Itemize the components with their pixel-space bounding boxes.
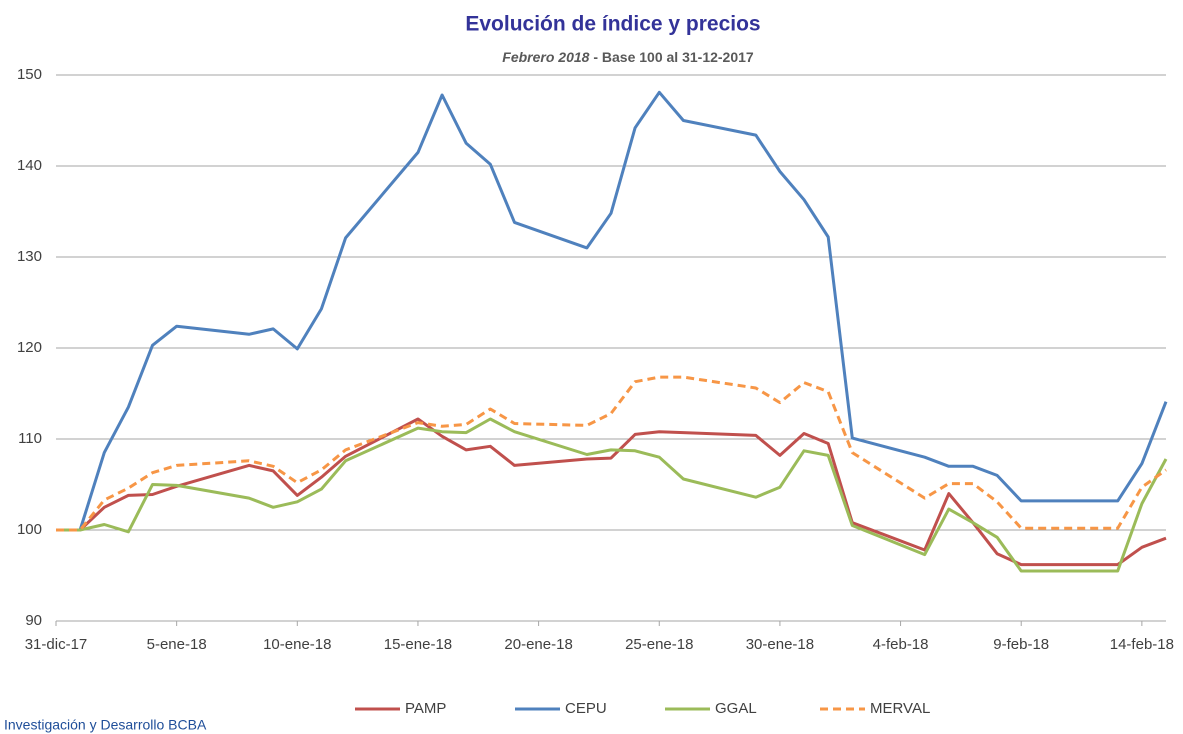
legend-label: PAMP bbox=[405, 700, 446, 717]
x-tick-label: 25-ene-18 bbox=[625, 636, 693, 653]
chart-subtitle: Febrero 2018 - Base 100 al 31-12-2017 bbox=[502, 49, 754, 65]
x-tick-label: 15-ene-18 bbox=[384, 636, 452, 653]
x-tick-label: 14-feb-18 bbox=[1110, 636, 1174, 653]
y-tick-label: 130 bbox=[17, 248, 42, 265]
x-tick-label: 4-feb-18 bbox=[873, 636, 929, 653]
series-line bbox=[56, 375, 1167, 532]
series-line bbox=[56, 417, 1168, 573]
x-tick-label: 9-feb-18 bbox=[993, 636, 1049, 653]
y-tick-label: 140 bbox=[17, 157, 42, 174]
x-tick-label: 10-ene-18 bbox=[263, 636, 331, 653]
legend-label: MERVAL bbox=[870, 700, 930, 717]
series-line bbox=[56, 90, 1168, 532]
x-tick-label: 30-ene-18 bbox=[746, 636, 814, 653]
subtitle-rest: - Base 100 al 31-12-2017 bbox=[593, 49, 754, 65]
subtitle-date: Febrero 2018 bbox=[502, 49, 589, 65]
y-tick-label: 150 bbox=[17, 66, 42, 83]
x-tick-label: 20-ene-18 bbox=[504, 636, 572, 653]
x-tick-label: 31-dic-17 bbox=[25, 636, 88, 653]
series-line bbox=[56, 417, 1167, 567]
y-tick-label: 90 bbox=[25, 612, 42, 629]
legend-label: CEPU bbox=[565, 700, 607, 717]
legend-label: GGAL bbox=[715, 700, 757, 717]
y-tick-label: 110 bbox=[18, 430, 42, 447]
chart-title: Evolución de índice y precios bbox=[465, 13, 760, 36]
y-tick-label: 120 bbox=[17, 339, 42, 356]
footer: Investigación y Desarrollo BCBA bbox=[4, 717, 207, 733]
y-tick-label: 100 bbox=[17, 521, 42, 538]
x-tick-label: 5-ene-18 bbox=[147, 636, 207, 653]
